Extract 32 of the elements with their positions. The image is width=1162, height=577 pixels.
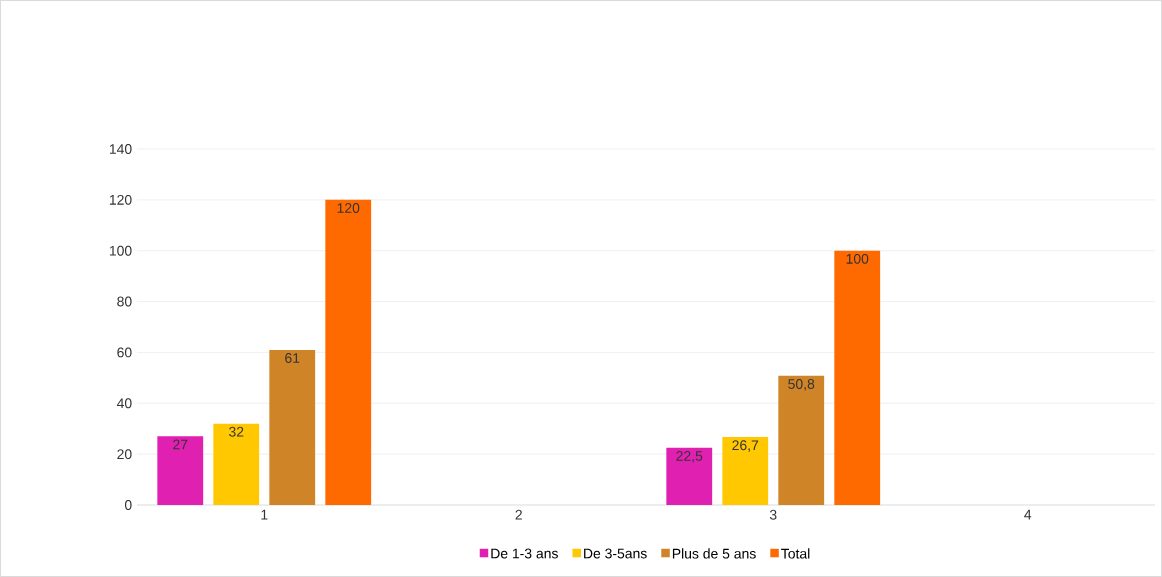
y-tick-label: 120 [109,194,132,205]
y-tick-label: 20 [117,449,132,460]
data-label: 22,5 [676,450,703,463]
bar [269,349,316,505]
legend-label: De 1-3 ans [491,548,558,559]
x-tick-label: 4 [1024,509,1032,520]
y-tick-label: 140 [109,144,132,154]
bar [325,199,372,505]
y-tick-label: 100 [109,245,132,256]
y-tick-label: 0 [124,500,132,510]
bar [834,250,881,505]
legend-label: Total [781,548,810,559]
x-tick-label: 2 [515,509,522,520]
data-label: 61 [285,353,300,363]
bar [778,375,825,505]
data-label: 32 [229,426,244,437]
x-tick-label: 1 [261,509,268,520]
y-tick-label: 40 [116,398,132,409]
bar [722,437,769,505]
bar [157,436,204,505]
bar [666,447,713,505]
legend-label: Plus de 5 ans [672,548,756,559]
data-label: 27 [173,439,188,450]
legend-label: De 3-5ans [584,548,647,559]
bar [213,423,260,505]
data-label: 50,8 [788,379,815,391]
data-label: 100 [846,253,869,264]
data-label: 26,7 [732,440,759,452]
y-tick-label: 80 [117,296,132,307]
x-tick-label: 3 [769,509,777,520]
data-label: 120 [337,203,360,213]
y-tick-label: 60 [117,347,132,358]
